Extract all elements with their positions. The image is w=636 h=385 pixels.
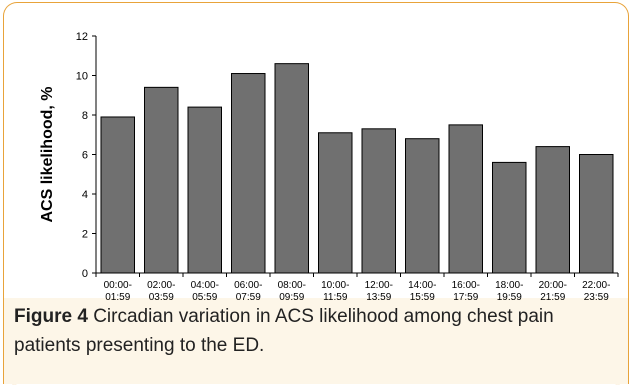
y-tick-label: 8 <box>82 110 88 122</box>
bar <box>274 63 309 274</box>
x-tick-label: 22:00-23:59 <box>582 280 610 300</box>
bar-chart: 0 2 4 6 8 10 12 00:00-01:59 02:00-03:59 04:00-05… <box>39 31 619 300</box>
x-tick-label: 04:00-05:59 <box>191 280 219 300</box>
x-tick-label: 20:00-21:59 <box>539 280 567 300</box>
x-tick-label: 18:00-19:59 <box>495 280 523 300</box>
x-tick-label: 10:00-11:59 <box>321 280 349 300</box>
y-tick-label: 10 <box>76 71 88 83</box>
x-tick-label: 08:00-09:59 <box>278 280 306 300</box>
bar <box>361 128 396 274</box>
chart-bars <box>100 63 614 274</box>
bar <box>448 124 483 274</box>
bar <box>231 73 266 274</box>
bar <box>318 132 353 274</box>
y-axis-label: ACS likelihood, % <box>39 86 56 222</box>
caption-figure-label: Figure 4 <box>14 306 88 327</box>
bar <box>100 116 135 274</box>
bar <box>535 146 570 274</box>
bar <box>579 154 614 274</box>
y-tick-label: 4 <box>82 189 88 201</box>
y-tick-label: 6 <box>82 150 88 162</box>
figure-caption: Figure 4 Circadian variation in ACS like… <box>14 302 614 360</box>
caption-text: Circadian variation in ACS likelihood am… <box>14 306 554 356</box>
y-tick-label: 12 <box>76 31 88 43</box>
caption-background <box>3 298 629 384</box>
x-tick-label: 16:00-17:59 <box>452 280 480 300</box>
y-tick-label: 2 <box>82 229 88 241</box>
bar <box>405 138 440 274</box>
x-tick-label: 12:00-13:59 <box>365 280 393 300</box>
x-tick-label: 14:00-15:59 <box>408 280 436 300</box>
x-tick-label: 06:00-07:59 <box>234 280 262 300</box>
x-axis-ticks: 00:00-01:59 02:00-03:59 04:00-05:59 06:00-0… <box>95 273 619 300</box>
x-tick-label: 00:00-01:59 <box>104 280 132 300</box>
bar <box>187 106 222 274</box>
y-axis-ticks: 0 2 4 6 8 10 12 <box>76 31 96 280</box>
x-tick-label: 02:00-03:59 <box>147 280 175 300</box>
bar <box>492 161 527 274</box>
y-tick-label: 0 <box>82 268 88 280</box>
bar <box>144 86 179 274</box>
